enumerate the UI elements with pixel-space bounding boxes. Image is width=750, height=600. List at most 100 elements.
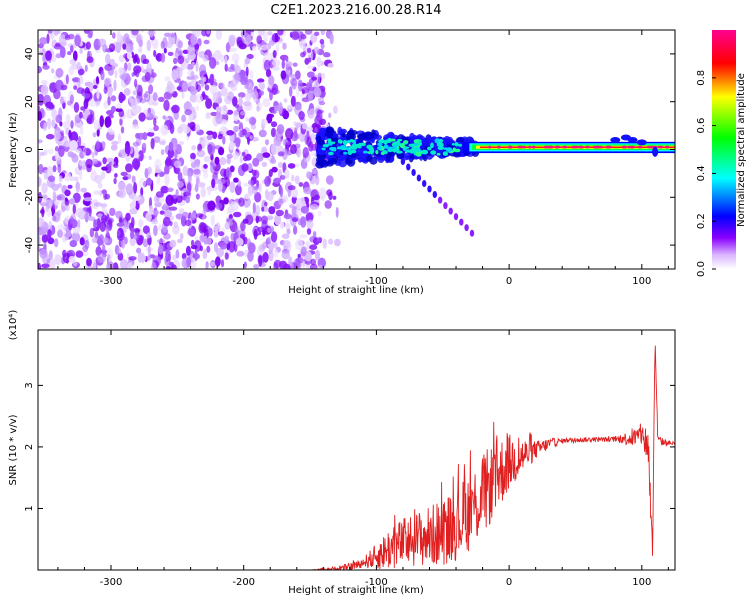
noise-blob <box>75 181 81 193</box>
noise-blob <box>209 185 218 192</box>
noise-blob <box>251 46 257 51</box>
noise-blob <box>228 240 235 253</box>
noise-blob <box>206 134 213 140</box>
noise-blob <box>322 238 327 249</box>
colorbar-ticks: 0.0 0.2 0.4 0.6 0.8 <box>696 70 716 277</box>
signal-peak-blob <box>637 145 643 149</box>
noise-blob <box>238 92 246 98</box>
noise-blob <box>253 264 260 269</box>
noise-blob <box>132 97 140 106</box>
noise-blob <box>115 210 123 219</box>
band-blob <box>452 150 461 158</box>
noise-blob <box>294 70 301 80</box>
signal-peak-blob <box>554 145 559 149</box>
noise-blob <box>284 169 290 179</box>
noise-blob <box>223 197 229 205</box>
noise-blob <box>231 53 240 63</box>
noise-blob <box>69 94 74 104</box>
noise-blob <box>291 31 300 41</box>
noise-blob <box>43 122 47 132</box>
noise-blob <box>153 210 160 216</box>
noise-blob <box>181 91 185 99</box>
band-blob <box>339 128 347 134</box>
noise-blob <box>246 53 254 60</box>
band-core <box>421 149 429 155</box>
band-core <box>430 142 434 148</box>
band-core <box>377 142 383 147</box>
noise-blob <box>69 216 74 225</box>
band-blob <box>328 158 338 165</box>
noise-blob <box>148 155 152 161</box>
noise-blob <box>318 187 327 200</box>
noise-blob <box>38 93 45 106</box>
noise-blob <box>173 149 178 159</box>
noise-blob <box>260 44 269 51</box>
noise-blob <box>164 208 172 220</box>
noise-blob <box>174 67 183 79</box>
noise-blob <box>186 188 192 199</box>
band-blob <box>321 159 329 168</box>
noise-blob <box>264 176 271 187</box>
noise-blob <box>219 157 227 166</box>
noise-blob <box>86 257 92 267</box>
noise-blob <box>178 208 185 214</box>
noise-blob <box>243 182 250 187</box>
noise-blob <box>182 125 191 134</box>
trace-blob <box>400 158 406 165</box>
noise-blob <box>272 83 279 95</box>
trace-blob <box>422 180 427 187</box>
noise-blob <box>283 98 288 103</box>
noise-blob <box>265 139 269 146</box>
noise-blob <box>273 259 282 269</box>
noise-blob <box>239 129 243 138</box>
noise-blob <box>285 128 294 140</box>
noise-blob <box>114 173 118 178</box>
noise-blob <box>118 133 122 144</box>
noise-blob <box>151 261 157 269</box>
noise-blob <box>96 89 100 100</box>
noise-blob <box>55 67 64 78</box>
noise-blob <box>313 87 322 98</box>
noise-blob <box>38 176 42 187</box>
noise-blob <box>59 121 63 127</box>
noise-blob <box>190 158 195 163</box>
noise-blob <box>164 173 170 186</box>
band-blob <box>337 126 343 136</box>
noise-blob <box>173 160 182 169</box>
noise-blob <box>38 262 42 269</box>
noise-blob <box>162 115 167 120</box>
band-core <box>396 150 403 154</box>
noise-blob <box>93 190 101 195</box>
noise-blob <box>226 130 235 136</box>
noise-blob <box>190 78 198 90</box>
noise-blob <box>206 30 211 35</box>
noise-blob <box>131 158 141 170</box>
band-core <box>340 145 347 149</box>
noise-blob <box>171 104 180 114</box>
noise-blob <box>268 206 276 215</box>
snr-xlabel: Height of straight line (km) <box>288 585 424 596</box>
noise-blob <box>332 195 337 200</box>
signal-peak-blob <box>573 145 580 149</box>
noise-blob <box>102 243 106 256</box>
noise-blob <box>107 95 111 106</box>
noise-blob <box>158 243 164 255</box>
band-core <box>380 151 385 156</box>
noise-blob <box>316 109 323 122</box>
noise-blob <box>282 110 290 120</box>
signal-peak-blob <box>621 145 627 149</box>
noise-blob <box>142 225 150 234</box>
noise-blob <box>117 248 122 255</box>
noise-blob <box>248 242 256 254</box>
noise-blob <box>68 255 76 263</box>
noise-blob <box>48 103 55 110</box>
noise-blob <box>213 242 219 253</box>
noise-blob <box>177 126 183 134</box>
noise-blob <box>102 237 110 244</box>
trace-blob <box>448 207 453 215</box>
noise-blob <box>309 244 318 250</box>
noise-blob <box>226 109 234 115</box>
noise-blob <box>55 155 61 161</box>
noise-blob <box>312 231 317 239</box>
